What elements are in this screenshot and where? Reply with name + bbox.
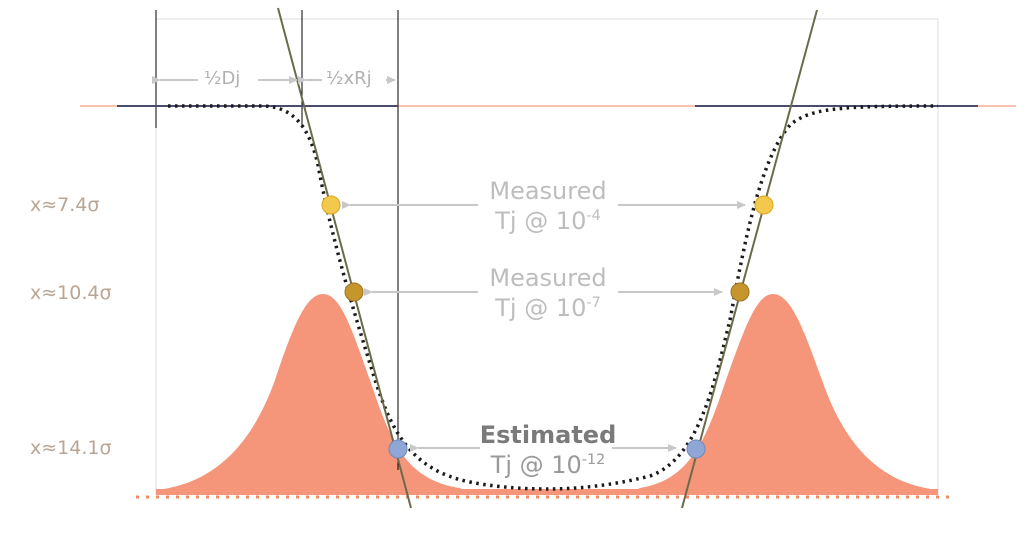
- annotation-1e12-value: Tj @ 10-12: [490, 451, 606, 479]
- marker-1e4-left: [321, 195, 341, 215]
- marker-1e4-right: [754, 195, 774, 215]
- annotation-1e12: Estimated Tj @ 10-12: [470, 420, 626, 480]
- sigma-label-1: x≈7.4σ: [30, 194, 100, 216]
- sigma-label-2: x≈10.4σ: [30, 282, 112, 304]
- bathtub-curve: [168, 104, 939, 491]
- floor-band: [156, 489, 938, 495]
- dj-label: ½Dj: [204, 68, 241, 89]
- annotation-1e4-title: Measured: [489, 177, 607, 205]
- marker-1e7-left: [344, 282, 364, 302]
- tangent-left: [277, 7, 412, 509]
- rj-label: ½xRj: [326, 68, 372, 89]
- annotation-1e12-title: Estimated: [479, 421, 617, 449]
- right-pdf: [628, 294, 938, 494]
- left-pdf: [156, 294, 470, 494]
- annotation-1e4-value: Tj @ 10-4: [495, 207, 601, 235]
- marker-1e12-right: [686, 439, 706, 459]
- marker-1e7-right: [730, 282, 750, 302]
- annotation-1e7-title: Measured: [489, 264, 607, 292]
- annotation-1e4: Measured Tj @ 10-4: [470, 176, 626, 236]
- annotation-1e7: Measured Tj @ 10-7: [470, 263, 626, 323]
- annotation-1e7-value: Tj @ 10-7: [495, 294, 601, 322]
- sigma-label-3: x≈14.1σ: [30, 437, 112, 459]
- tangent-right: [681, 9, 818, 509]
- marker-1e12-left: [388, 439, 408, 459]
